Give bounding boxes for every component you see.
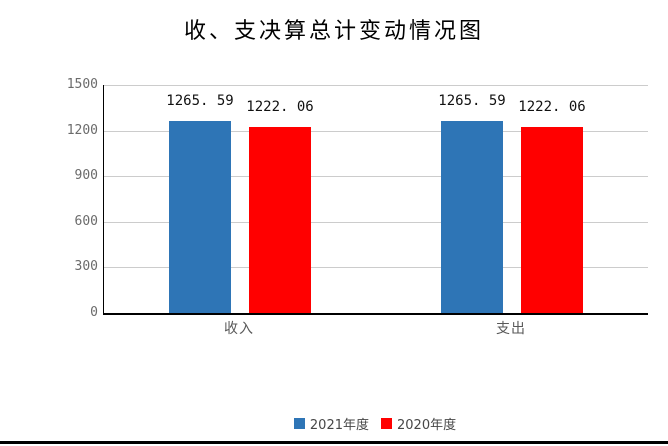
- x-axis-labels: 收入 支出: [103, 318, 647, 338]
- bar-group-expenditure: 1265. 59 1222. 06: [376, 85, 648, 313]
- x-axis-label-income: 收入: [224, 321, 254, 337]
- value-label: 1222. 06: [518, 99, 586, 116]
- bar-2020-expenditure: 1222. 06: [518, 99, 586, 313]
- value-label: 1265. 59: [438, 92, 506, 109]
- gridline: [104, 176, 648, 178]
- value-label: 1265. 59: [166, 92, 234, 109]
- bottom-divider: [0, 441, 668, 444]
- y-axis-tick: 300: [74, 259, 98, 274]
- x-axis-label-expenditure: 支出: [496, 321, 526, 337]
- y-axis-tick: 1500: [66, 77, 98, 92]
- gridline: [104, 267, 648, 269]
- legend-label-2021: 2021年度: [309, 418, 369, 433]
- bar-group-income: 1265. 59 1222. 06: [104, 85, 376, 313]
- bar-2020-income: 1222. 06: [246, 99, 314, 313]
- y-axis-tick: 600: [74, 214, 98, 229]
- value-label: 1222. 06: [246, 99, 314, 116]
- gridline: [104, 130, 648, 132]
- bar-groups: 1265. 59 1222. 06 1265. 59 1222. 06: [104, 85, 648, 313]
- chart-title: 收、支决算总计变动情况图: [183, 18, 484, 43]
- legend-item-2020: 2020年度: [381, 414, 456, 433]
- bar-2021-expenditure: 1265. 59: [438, 93, 506, 313]
- gridline: [104, 85, 648, 86]
- y-axis-tick: 0: [90, 305, 98, 320]
- bar-2021-income: 1265. 59: [166, 93, 234, 313]
- y-axis-tick: 1200: [66, 123, 98, 138]
- legend-item-2021: 2021年度: [293, 414, 369, 433]
- gridline: [104, 221, 648, 223]
- legend-swatch-2020: [381, 418, 392, 429]
- plot-area: 1265. 59 1222. 06 1265. 59 1222. 06: [103, 85, 648, 315]
- legend-label-2020: 2020年度: [397, 418, 457, 433]
- legend-swatch-2021: [293, 418, 305, 429]
- y-axis-tick: 900: [74, 168, 98, 183]
- legend: 2021年度 2020年度: [103, 414, 647, 433]
